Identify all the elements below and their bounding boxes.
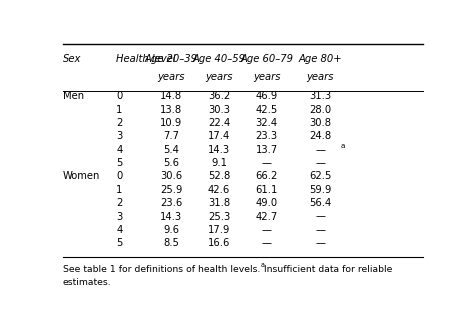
Text: 25.3: 25.3 (208, 211, 230, 222)
Text: 9.6: 9.6 (163, 225, 179, 235)
Text: 3: 3 (116, 131, 122, 141)
Text: 36.2: 36.2 (208, 91, 230, 101)
Text: 8.5: 8.5 (164, 238, 179, 248)
Text: 52.8: 52.8 (208, 171, 230, 181)
Text: 25.9: 25.9 (160, 185, 182, 195)
Text: —: — (262, 238, 272, 248)
Text: 66.2: 66.2 (255, 171, 278, 181)
Text: 1: 1 (116, 105, 123, 115)
Text: —: — (315, 211, 325, 222)
Text: —: — (315, 225, 325, 235)
Text: 0: 0 (116, 171, 122, 181)
Text: Age 20–39: Age 20–39 (145, 54, 198, 64)
Text: 1: 1 (116, 185, 123, 195)
Text: 42.6: 42.6 (208, 185, 230, 195)
Text: Sex: Sex (63, 54, 82, 64)
Text: years: years (205, 72, 233, 82)
Text: 13.8: 13.8 (160, 105, 182, 115)
Text: 13.7: 13.7 (255, 145, 278, 155)
Text: 32.4: 32.4 (256, 118, 278, 128)
Text: —: — (262, 225, 272, 235)
Text: —: — (315, 145, 325, 155)
Text: 2: 2 (116, 198, 123, 208)
Text: See table 1 for definitions of health levels.: See table 1 for definitions of health le… (63, 265, 263, 274)
Text: years: years (253, 72, 281, 82)
Text: a: a (340, 144, 345, 149)
Text: 4: 4 (116, 225, 122, 235)
Text: 4: 4 (116, 145, 122, 155)
Text: 3: 3 (116, 211, 122, 222)
Text: Age 60–79: Age 60–79 (240, 54, 293, 64)
Text: 5: 5 (116, 238, 123, 248)
Text: 2: 2 (116, 118, 123, 128)
Text: 62.5: 62.5 (309, 171, 331, 181)
Text: 42.7: 42.7 (255, 211, 278, 222)
Text: 61.1: 61.1 (255, 185, 278, 195)
Text: 14.3: 14.3 (208, 145, 230, 155)
Text: 17.9: 17.9 (208, 225, 230, 235)
Text: years: years (306, 72, 334, 82)
Text: 17.4: 17.4 (208, 131, 230, 141)
Text: Men: Men (63, 91, 84, 101)
Text: 14.3: 14.3 (160, 211, 182, 222)
Text: 7.7: 7.7 (163, 131, 179, 141)
Text: 23.3: 23.3 (256, 131, 278, 141)
Text: 59.9: 59.9 (309, 185, 331, 195)
Text: 31.8: 31.8 (208, 198, 230, 208)
Text: 31.3: 31.3 (309, 91, 331, 101)
Text: estimates.: estimates. (63, 278, 111, 287)
Text: 30.3: 30.3 (208, 105, 230, 115)
Text: 30.8: 30.8 (309, 118, 331, 128)
Text: Insufficient data for reliable: Insufficient data for reliable (264, 265, 392, 274)
Text: —: — (315, 158, 325, 168)
Text: —: — (262, 158, 272, 168)
Text: 30.6: 30.6 (160, 171, 182, 181)
Text: 23.6: 23.6 (160, 198, 182, 208)
Text: 22.4: 22.4 (208, 118, 230, 128)
Text: years: years (157, 72, 185, 82)
Text: 0: 0 (116, 91, 122, 101)
Text: 56.4: 56.4 (309, 198, 331, 208)
Text: 24.8: 24.8 (309, 131, 331, 141)
Text: 5.6: 5.6 (163, 158, 179, 168)
Text: 9.1: 9.1 (211, 158, 227, 168)
Text: —: — (315, 238, 325, 248)
Text: 16.6: 16.6 (208, 238, 230, 248)
Text: 5: 5 (116, 158, 123, 168)
Text: 42.5: 42.5 (255, 105, 278, 115)
Text: Health level: Health level (116, 54, 176, 64)
Text: 49.0: 49.0 (256, 198, 278, 208)
Text: Age 40–59: Age 40–59 (192, 54, 246, 64)
Text: a: a (261, 262, 264, 268)
Text: 14.8: 14.8 (160, 91, 182, 101)
Text: 5.4: 5.4 (164, 145, 179, 155)
Text: 10.9: 10.9 (160, 118, 182, 128)
Text: Age 80+: Age 80+ (298, 54, 342, 64)
Text: 28.0: 28.0 (309, 105, 331, 115)
Text: 46.9: 46.9 (255, 91, 278, 101)
Text: Women: Women (63, 171, 100, 181)
